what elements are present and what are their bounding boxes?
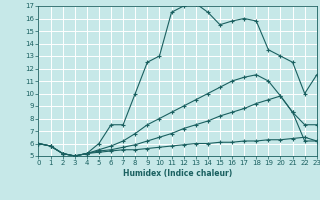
X-axis label: Humidex (Indice chaleur): Humidex (Indice chaleur) — [123, 169, 232, 178]
